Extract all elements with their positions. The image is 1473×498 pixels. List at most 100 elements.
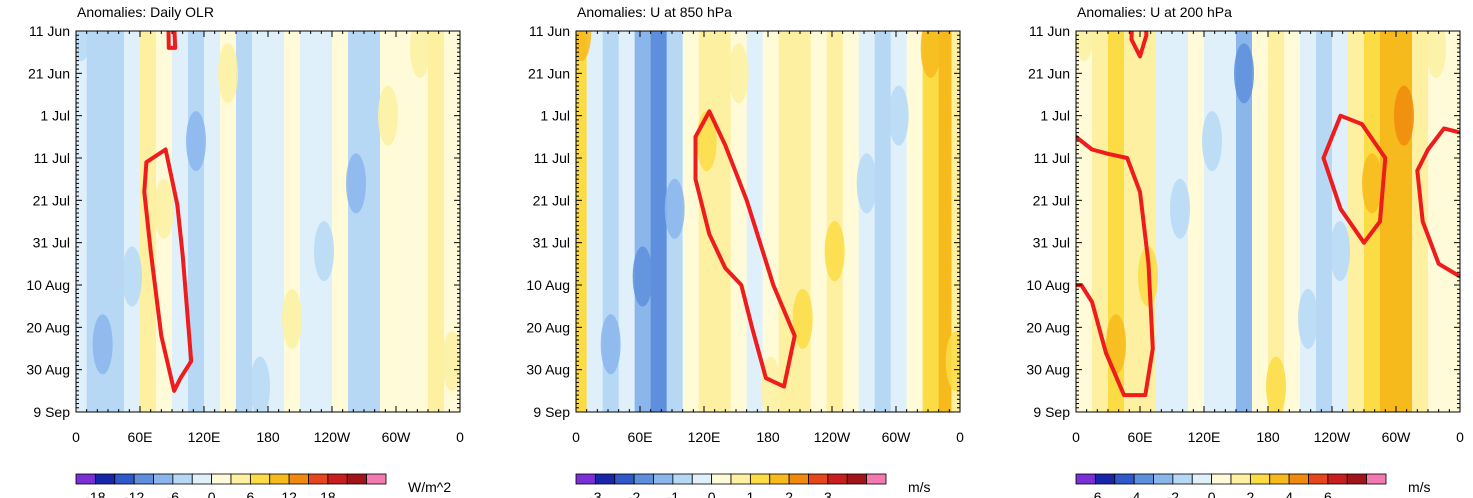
y-tick-label: 20 Aug xyxy=(1026,319,1070,335)
colorbar-swatch xyxy=(211,473,232,485)
anomaly-band xyxy=(778,31,796,412)
colorbar-label: -6 xyxy=(167,489,180,498)
x-tick-label: 0 xyxy=(1072,429,1080,445)
colorbar-label: 12 xyxy=(281,489,297,498)
anomaly-blob xyxy=(1426,31,1446,78)
chart-title: Anomalies: U at 200 hPa xyxy=(1077,4,1232,20)
colorbar-swatch xyxy=(114,473,135,485)
anomaly-blob xyxy=(218,43,238,104)
y-tick-label: 9 Sep xyxy=(33,404,70,420)
colorbar-swatch xyxy=(346,473,368,485)
y-tick-label: 31 Jul xyxy=(33,235,70,251)
x-tick-label: 60E xyxy=(628,429,653,445)
anomaly-band xyxy=(300,31,317,412)
y-tick-label: 1 Jul xyxy=(540,108,570,124)
y-tick-label: 21 Jul xyxy=(33,192,70,208)
anomaly-field xyxy=(576,31,960,412)
anomaly-blob xyxy=(1298,288,1318,349)
x-tick-label: 0 xyxy=(72,429,80,445)
x-tick-label: 60W xyxy=(882,429,912,445)
anomaly-blob xyxy=(1202,111,1222,172)
colorbar-swatch xyxy=(672,473,693,485)
anomaly-blob xyxy=(186,111,206,172)
anomaly-band xyxy=(874,31,892,412)
x-tick-label: 0 xyxy=(456,429,464,445)
anomaly-band xyxy=(682,31,700,412)
anomaly-blob xyxy=(282,288,302,349)
anomaly-blob xyxy=(1076,31,1094,61)
anomaly-blob xyxy=(1362,153,1382,214)
anomaly-blob xyxy=(632,246,653,307)
colorbar-label: -12 xyxy=(124,489,144,498)
colorbar-swatch xyxy=(769,473,790,485)
colorbar-swatch xyxy=(730,473,751,485)
y-tick-label: 11 Jul xyxy=(34,150,70,166)
colorbar-swatch xyxy=(1230,473,1251,485)
anomaly-blob xyxy=(920,31,941,78)
anomaly-blob xyxy=(728,43,749,104)
colorbar-label: 1 xyxy=(746,489,754,498)
anomaly-blob xyxy=(576,31,592,61)
anomaly-band xyxy=(124,31,141,412)
y-tick-label: 21 Jun xyxy=(1028,65,1070,81)
anomaly-blob xyxy=(378,85,398,146)
anomaly-band xyxy=(1444,31,1460,412)
y-tick-label: 31 Jul xyxy=(533,235,570,251)
colorbar-swatch xyxy=(1075,473,1096,485)
anomaly-band xyxy=(428,31,445,412)
y-tick-label: 31 Jul xyxy=(1033,235,1070,251)
anomaly-band xyxy=(1156,31,1173,412)
colorbar-swatch xyxy=(230,473,251,485)
anomaly-band xyxy=(618,31,636,412)
anomaly-band xyxy=(86,31,98,412)
y-tick-label: 30 Aug xyxy=(526,362,570,378)
anomaly-band xyxy=(204,31,221,412)
x-tick-label: 0 xyxy=(572,429,580,445)
colorbar-swatch xyxy=(1346,473,1368,485)
y-tick-label: 9 Sep xyxy=(533,404,570,420)
anomaly-band xyxy=(1380,31,1397,412)
anomaly-blob xyxy=(824,221,845,282)
colorbar-swatch xyxy=(653,473,674,485)
anomaly-band xyxy=(1284,31,1301,412)
anomaly-blob xyxy=(346,153,366,214)
colorbar-label: 2 xyxy=(1246,489,1254,498)
anomaly-band xyxy=(938,31,952,412)
anomaly-blob xyxy=(410,31,430,78)
colorbar-label: 3 xyxy=(824,489,832,498)
anomaly-band xyxy=(810,31,828,412)
chart-title: Anomalies: U at 850 hPa xyxy=(577,4,732,20)
anomaly-blob xyxy=(856,153,877,214)
colorbar-swatch xyxy=(1133,473,1154,485)
colorbar: -6 -4 -2 0 2 4 6 m/s xyxy=(1075,473,1431,498)
colorbar-swatch xyxy=(846,473,868,485)
colorbar-label: 6 xyxy=(246,489,254,498)
y-tick-label: 20 Aug xyxy=(526,319,570,335)
anomaly-band xyxy=(252,31,269,412)
anomaly-band xyxy=(332,31,349,412)
anomaly-blob xyxy=(122,246,142,307)
colorbar-swatch xyxy=(269,473,290,485)
chart-panel-2: Anomalies: U at 850 hPa 11 Jun 21 Jun 1 Jul… xyxy=(526,4,964,498)
anomaly-band xyxy=(576,31,588,412)
anomaly-band xyxy=(1076,31,1093,412)
colorbar-label: -1 xyxy=(667,489,680,498)
anomaly-blob xyxy=(600,314,621,375)
colorbar-swatch xyxy=(1191,473,1213,485)
y-tick-label: 30 Aug xyxy=(26,362,70,378)
colorbar-swatch xyxy=(1308,473,1329,485)
x-tick-label: 180 xyxy=(756,429,780,445)
colorbar-swatch xyxy=(1249,473,1271,485)
anomaly-blob xyxy=(1234,43,1254,104)
colorbar-swatch xyxy=(366,473,387,485)
anomaly-band xyxy=(951,31,960,412)
anomaly-band xyxy=(1428,31,1445,412)
anomaly-band xyxy=(1348,31,1365,412)
anomaly-band xyxy=(634,31,652,412)
x-tick-label: 120W xyxy=(814,429,851,445)
y-tick-label: 21 Jul xyxy=(533,192,570,208)
anomaly-band xyxy=(906,31,924,412)
colorbar-swatch xyxy=(1153,473,1174,485)
anomaly-band xyxy=(1124,31,1141,412)
